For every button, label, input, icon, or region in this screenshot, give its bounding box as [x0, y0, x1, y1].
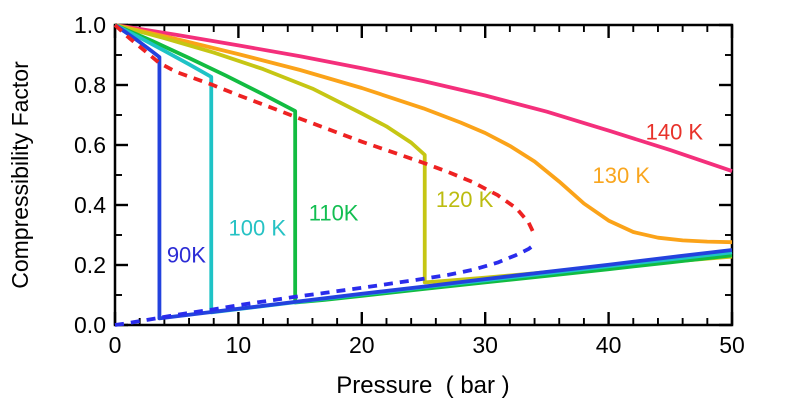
- y-tick-label: 0.0: [74, 312, 106, 338]
- y-tick-label: 0.6: [74, 132, 106, 158]
- curve-label-isotherm-140K: 140 K: [646, 120, 704, 145]
- x-tick-label: 30: [472, 332, 498, 358]
- y-tick-label: 1.0: [74, 12, 106, 38]
- x-tick-label: 20: [349, 332, 375, 358]
- curve-isotherm-130K: [114, 23, 733, 245]
- curve-label-isotherm-120K: 120 K: [436, 187, 494, 212]
- x-tick-label: 50: [719, 332, 745, 358]
- x-axis-title: Pressure ( bar ): [336, 372, 510, 399]
- x-tick-label: 40: [596, 332, 622, 358]
- curve-label-isotherm-110K: 110K: [309, 201, 359, 226]
- curve-isotherm-140K: [114, 23, 733, 173]
- x-tick-label: 0: [109, 332, 122, 358]
- y-tick-label: 0.8: [74, 72, 106, 98]
- x-tick-label: 10: [226, 332, 252, 358]
- y-tick-label: 0.4: [74, 192, 106, 218]
- curve-label-isotherm-90K: 90K: [167, 243, 206, 268]
- curve-label-isotherm-100K: 100 K: [229, 216, 287, 241]
- curve-isotherm-120K: [114, 23, 733, 285]
- curve-saturated-vapor-boundary: [113, 23, 537, 236]
- y-axis-title: Compressibility Factor: [7, 61, 33, 289]
- curve-isotherm-90K: [113, 23, 733, 321]
- curve-label-isotherm-130K: 130 K: [593, 163, 651, 188]
- y-tick-label: 0.2: [74, 252, 106, 278]
- curve-saturated-liquid-boundary: [114, 243, 536, 327]
